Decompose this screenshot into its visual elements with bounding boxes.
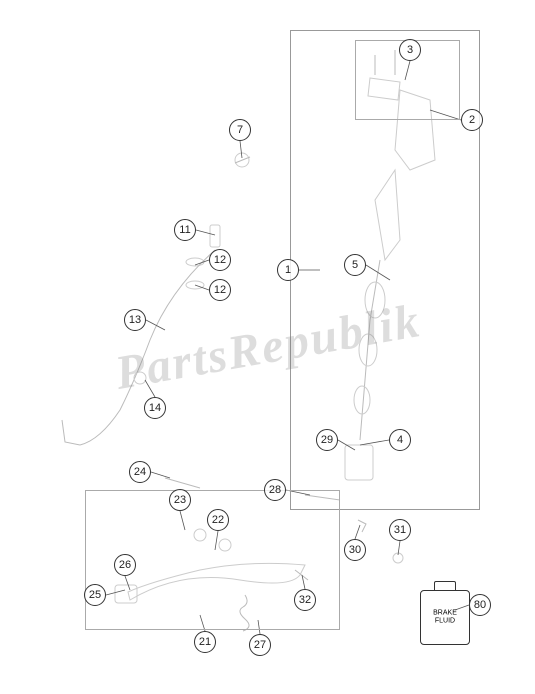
callout-circle: 26 <box>114 554 136 576</box>
callout-number: 1 <box>285 264 291 276</box>
bottle-label-line1: BRAKE <box>433 609 457 616</box>
callout-number: 23 <box>174 494 186 506</box>
diagram-canvas: BRAKE FLUID PartsRepublik 12345711121213… <box>0 0 535 694</box>
callout-24[interactable]: 24 <box>129 461 151 483</box>
callout-number: 5 <box>352 259 358 271</box>
callout-number: 30 <box>349 544 361 556</box>
callout-13[interactable]: 13 <box>124 309 146 331</box>
leader-line <box>240 141 242 158</box>
callout-circle: 14 <box>144 397 166 419</box>
callout-circle: 5 <box>344 254 366 276</box>
callout-number: 7 <box>237 124 243 136</box>
leader-line <box>151 472 170 478</box>
callout-23[interactable]: 23 <box>169 489 191 511</box>
callout-29[interactable]: 29 <box>316 429 338 451</box>
callout-number: 2 <box>469 114 475 126</box>
callout-number: 4 <box>397 434 403 446</box>
callout-circle: 28 <box>264 479 286 501</box>
callout-circle: 32 <box>294 589 316 611</box>
callout-circle: 30 <box>344 539 366 561</box>
callout-number: 25 <box>89 589 101 601</box>
callout-circle: 24 <box>129 461 151 483</box>
bottle-label: BRAKE FLUID <box>433 609 457 626</box>
callout-circle: 12 <box>209 249 231 271</box>
callout-31[interactable]: 31 <box>389 519 411 541</box>
callout-32[interactable]: 32 <box>294 589 316 611</box>
callout-number: 3 <box>407 44 413 56</box>
callout-21[interactable]: 21 <box>194 631 216 653</box>
callout-circle: 11 <box>174 219 196 241</box>
bottle-cap <box>434 581 456 591</box>
callout-4[interactable]: 4 <box>389 429 411 451</box>
callout-number: 21 <box>199 636 211 648</box>
callout-7[interactable]: 7 <box>229 119 251 141</box>
leader-line <box>145 380 155 397</box>
callout-circle: 13 <box>124 309 146 331</box>
callout-number: 13 <box>129 314 141 326</box>
callout-25[interactable]: 25 <box>84 584 106 606</box>
callout-number: 12 <box>214 284 226 296</box>
callout-circle: 2 <box>461 109 483 131</box>
callout-28[interactable]: 28 <box>264 479 286 501</box>
callout-circle: 80 <box>469 594 491 616</box>
callout-circle: 27 <box>249 634 271 656</box>
callout-number: 29 <box>321 434 333 446</box>
callout-80[interactable]: 80 <box>469 594 491 616</box>
callout-27[interactable]: 27 <box>249 634 271 656</box>
callout-number: 32 <box>299 594 311 606</box>
callout-circle: 25 <box>84 584 106 606</box>
callout-3[interactable]: 3 <box>399 39 421 61</box>
callout-circle: 21 <box>194 631 216 653</box>
callout-circle: 31 <box>389 519 411 541</box>
callout-circle: 7 <box>229 119 251 141</box>
callout-26[interactable]: 26 <box>114 554 136 576</box>
callout-2[interactable]: 2 <box>461 109 483 131</box>
callout-number: 24 <box>134 466 146 478</box>
callout-circle: 12 <box>209 279 231 301</box>
callout-circle: 22 <box>207 509 229 531</box>
brake-fluid-bottle: BRAKE FLUID <box>420 590 470 645</box>
callout-number: 80 <box>474 599 486 611</box>
callout-12[interactable]: 12 <box>209 279 231 301</box>
callout-number: 31 <box>394 524 406 536</box>
callout-30[interactable]: 30 <box>344 539 366 561</box>
leader-line <box>196 230 215 235</box>
callout-number: 26 <box>119 559 131 571</box>
callout-12[interactable]: 12 <box>209 249 231 271</box>
callout-1[interactable]: 1 <box>277 259 299 281</box>
leader-line <box>355 525 360 539</box>
callout-14[interactable]: 14 <box>144 397 166 419</box>
callout-number: 14 <box>149 402 161 414</box>
callout-22[interactable]: 22 <box>207 509 229 531</box>
callout-number: 11 <box>179 224 190 236</box>
callout-circle: 23 <box>169 489 191 511</box>
callout-circle: 1 <box>277 259 299 281</box>
callout-5[interactable]: 5 <box>344 254 366 276</box>
callout-number: 27 <box>254 639 266 651</box>
callout-circle: 3 <box>399 39 421 61</box>
callout-11[interactable]: 11 <box>174 219 196 241</box>
callout-number: 22 <box>212 514 224 526</box>
callout-number: 28 <box>269 484 281 496</box>
callout-circle: 29 <box>316 429 338 451</box>
callout-circle: 4 <box>389 429 411 451</box>
bottle-label-line2: FLUID <box>435 618 455 625</box>
callout-number: 12 <box>214 254 226 266</box>
